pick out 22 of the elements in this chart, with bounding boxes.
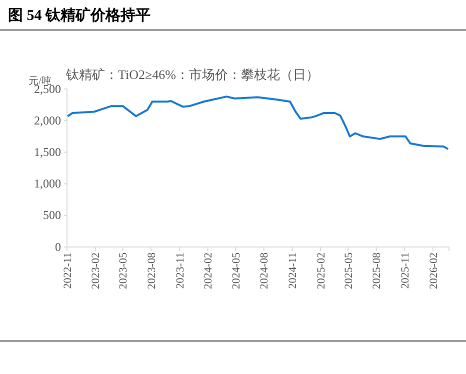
x-tick-label: 2022-11 [62, 252, 74, 289]
x-tick-label: 2024-08 [258, 252, 271, 290]
x-tick-label: 2023-02 [90, 252, 102, 290]
y-tick-label: 1,500 [34, 145, 61, 160]
x-tick-label: 2023-05 [118, 252, 130, 290]
chart-subtitle: 钛精矿：TiO2≥46%：市场价：攀枝花（日） [65, 67, 319, 82]
x-tick-label: 2024-05 [230, 252, 242, 290]
x-tick-label: 2024-11 [287, 252, 300, 289]
x-tick-label: 2025-11 [399, 252, 412, 289]
x-tick-label: 2024-02 [202, 252, 215, 290]
x-tick-label: 2025-08 [371, 252, 384, 290]
y-tick-label: 2,000 [34, 113, 61, 128]
x-tick-label: 2026-02 [428, 252, 440, 290]
x-tick-label: 2025-02 [315, 252, 328, 290]
x-tick-label: 2023-08 [146, 252, 158, 290]
x-tick-label: 2023-11 [174, 252, 186, 289]
y-tick-label: 0 [55, 240, 61, 254]
line-series [66, 96, 450, 150]
y-tick-label: 1,000 [34, 176, 61, 191]
chart-title: 图 54 钛精矿价格持平 [8, 6, 150, 24]
x-tick-label: 2025-05 [342, 252, 355, 290]
y-tick-label: 500 [43, 208, 61, 222]
